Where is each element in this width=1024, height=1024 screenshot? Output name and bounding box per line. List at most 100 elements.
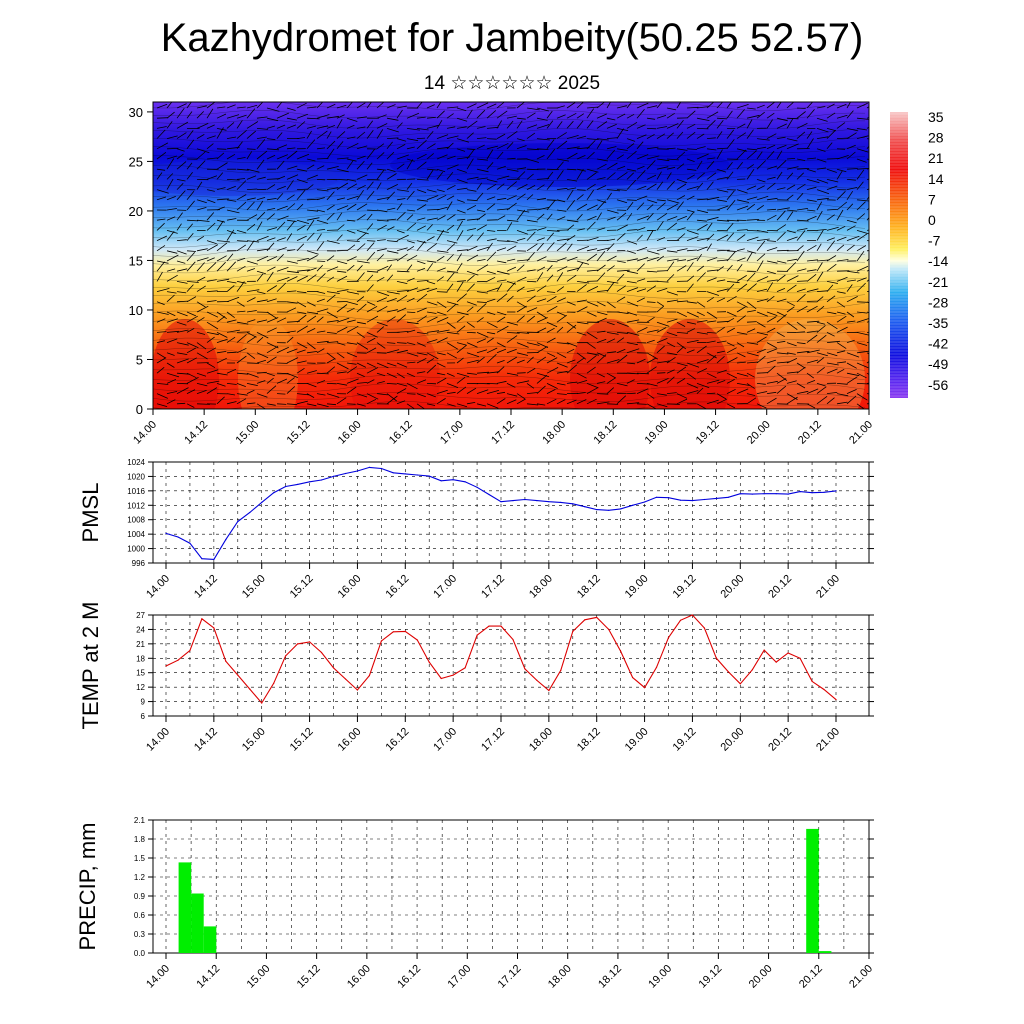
wind-vector xyxy=(256,211,266,221)
x-tick-label: 16.12 xyxy=(387,419,415,447)
wind-vector xyxy=(836,244,845,252)
wind-vector xyxy=(746,310,756,313)
wind-vector xyxy=(266,138,276,141)
wind-vector xyxy=(686,340,699,343)
isotherm xyxy=(153,337,866,348)
wind-vector xyxy=(596,381,606,384)
wind-vector xyxy=(606,146,617,150)
cold-core xyxy=(390,143,730,187)
wind-vector xyxy=(756,138,770,141)
y-tick-label: 20 xyxy=(129,204,143,219)
wind-vector xyxy=(706,196,720,201)
wind-vector xyxy=(746,397,757,405)
wind-vector xyxy=(386,372,397,378)
temp-point xyxy=(608,628,610,631)
wind-vector xyxy=(736,189,748,194)
wind-vector xyxy=(436,110,445,119)
wind-vector xyxy=(176,281,188,284)
wind-vector xyxy=(396,247,408,252)
wind-vector xyxy=(166,216,176,221)
wind-vector xyxy=(636,195,648,201)
wind-vector xyxy=(536,317,548,323)
wind-vector xyxy=(796,245,804,252)
wind-vector xyxy=(286,220,296,231)
wind-vector xyxy=(466,189,477,192)
wind-vector xyxy=(376,248,387,252)
wind-vector xyxy=(856,135,869,139)
wind-vector xyxy=(856,311,868,314)
wind-vector xyxy=(646,183,657,190)
temp-point xyxy=(835,699,837,701)
wind-vector xyxy=(806,168,816,173)
wind-vector xyxy=(266,327,277,333)
wind-vector xyxy=(466,148,476,151)
wind-vector xyxy=(246,148,256,150)
wind-vector xyxy=(556,342,570,345)
wind-vector xyxy=(656,237,666,241)
wind-vector xyxy=(296,121,306,129)
x-tick-label: 17.00 xyxy=(445,963,473,991)
wind-vector xyxy=(246,214,258,221)
wind-vector xyxy=(656,202,666,211)
wind-vector xyxy=(276,282,287,292)
wind-vector xyxy=(276,112,289,119)
wind-vector xyxy=(246,108,256,119)
wind-vector xyxy=(396,388,407,394)
wind-vector xyxy=(406,311,416,313)
wind-vector xyxy=(496,215,506,221)
wind-vector xyxy=(846,144,856,150)
wind-vector xyxy=(516,301,527,308)
wind-vector xyxy=(276,254,284,262)
wind-vector xyxy=(416,342,426,347)
wind-vector xyxy=(346,240,360,242)
wind-vector xyxy=(296,301,307,308)
wind-vector xyxy=(726,190,735,201)
wind-vector xyxy=(586,366,596,374)
wind-vector xyxy=(326,103,336,109)
wind-vector xyxy=(536,256,547,262)
wind-vector xyxy=(196,285,206,292)
wind-vector xyxy=(756,204,765,211)
wind-vector xyxy=(546,139,555,150)
wind-vector xyxy=(856,393,868,401)
wind-vector xyxy=(606,265,615,272)
wind-vector xyxy=(316,189,329,192)
wind-vector xyxy=(846,179,856,181)
wind-vector xyxy=(246,197,256,201)
wind-vector xyxy=(726,139,735,150)
wind-vector xyxy=(456,342,467,346)
wind-vector xyxy=(396,234,409,241)
wind-vector xyxy=(356,243,366,252)
wind-vector xyxy=(616,105,627,109)
wind-vector xyxy=(346,378,359,384)
wind-vector xyxy=(586,189,595,201)
wind-vector xyxy=(726,250,737,252)
wind-vector xyxy=(706,181,714,190)
wind-vector xyxy=(746,250,757,254)
wind-vector xyxy=(166,208,177,211)
wind-vector xyxy=(556,383,566,386)
wind-vector xyxy=(516,184,528,190)
y-tick-label: 0.0 xyxy=(134,949,146,958)
wind-vector xyxy=(636,372,650,375)
wind-vector xyxy=(606,281,615,292)
wind-vector xyxy=(686,275,695,282)
wind-vector xyxy=(666,222,678,231)
pmsl-point xyxy=(428,475,430,477)
wind-vector xyxy=(346,124,355,129)
wind-vector xyxy=(846,219,857,224)
wind-vector xyxy=(436,352,446,356)
wind-vector xyxy=(796,123,808,129)
wind-vector xyxy=(666,356,676,364)
wind-vector xyxy=(206,362,216,369)
wind-vector xyxy=(226,261,236,272)
wind-vector xyxy=(236,331,250,333)
cold-core xyxy=(153,160,340,196)
wind-vector xyxy=(716,259,729,262)
wind-vector xyxy=(846,168,858,170)
wind-vector xyxy=(306,164,315,170)
wind-vector xyxy=(826,340,840,343)
wind-vector xyxy=(756,348,766,354)
wind-vector xyxy=(476,158,488,161)
wind-vector xyxy=(156,357,167,364)
